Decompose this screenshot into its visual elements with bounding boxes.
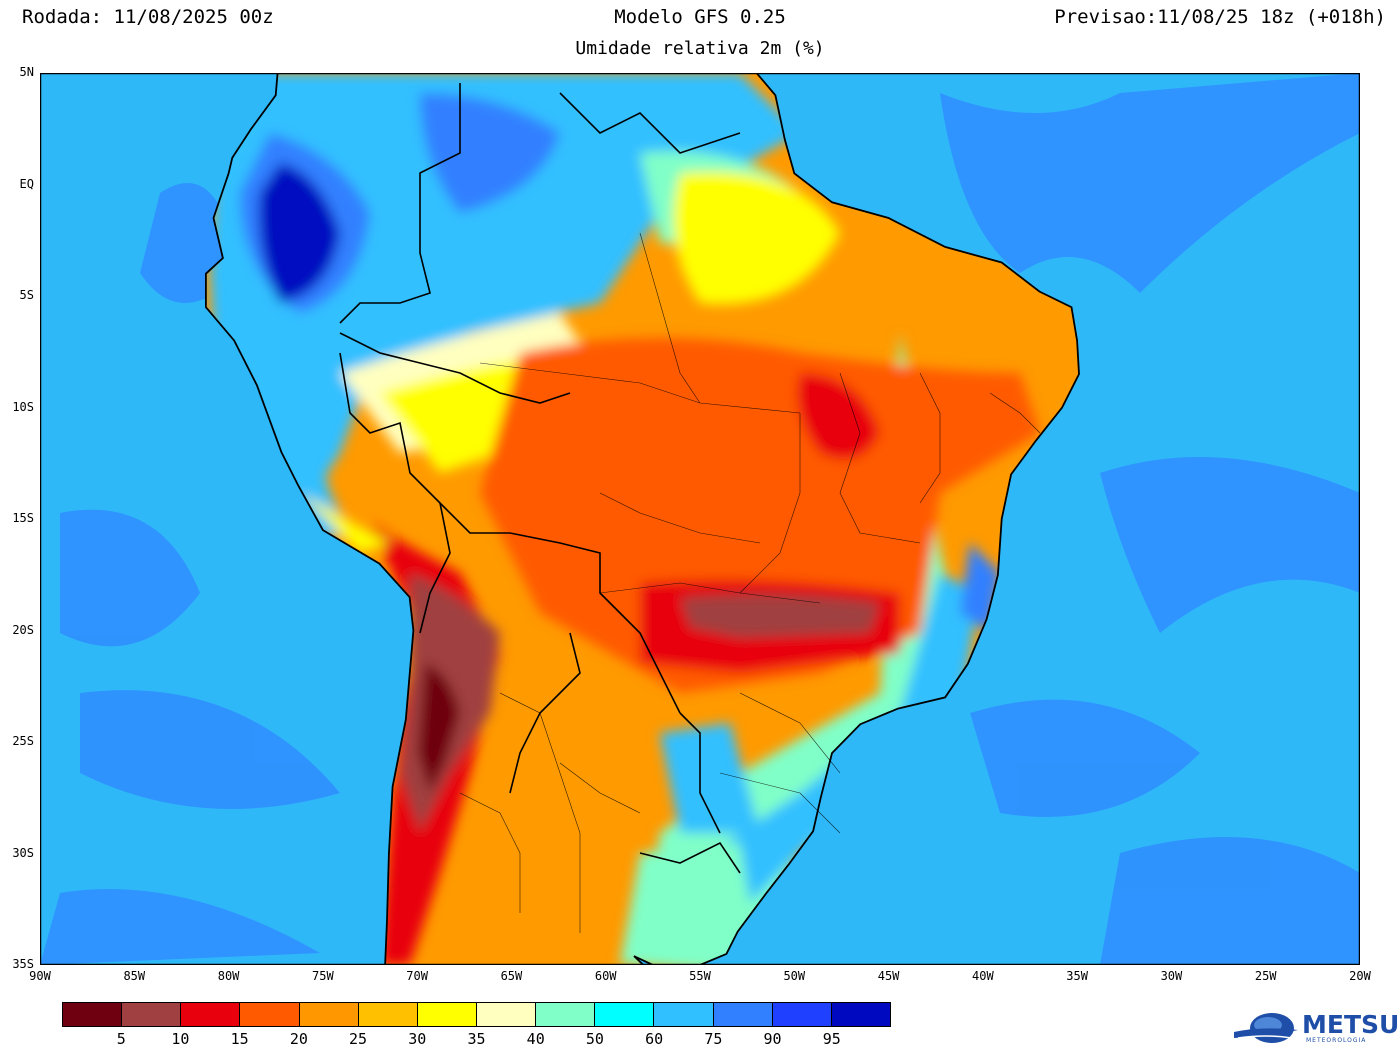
colorbar-tick-label: 60 <box>645 1030 664 1048</box>
longitude-label: 90W <box>29 969 51 983</box>
colorbar-tick-label: 15 <box>230 1030 249 1048</box>
colorbar-cell <box>63 1003 123 1026</box>
colorbar-cell <box>831 1003 890 1026</box>
longitude-label: 80W <box>217 969 240 983</box>
latitude-label: 35S <box>12 957 34 971</box>
country-borders <box>339 83 741 874</box>
humidity-fields <box>210 73 1040 965</box>
colorbar-tick-label: 40 <box>526 1030 545 1048</box>
colorbar-tick-label: 90 <box>763 1030 782 1048</box>
colorbar-tick-label: 95 <box>822 1030 841 1048</box>
latitude-label: 25S <box>12 734 34 748</box>
longitude-label: 20W <box>1349 969 1371 983</box>
longitude-label: 65W <box>500 969 523 983</box>
latitude-label: EQ <box>19 176 34 191</box>
humidity-map <box>40 73 1360 965</box>
longitude-label: 40W <box>972 969 994 983</box>
forecast-time-label: Previsao:11/08/25 18z (+018h) <box>1054 6 1386 28</box>
metsul-logo: METSUL METEOROLOGIA <box>1232 1008 1400 1048</box>
longitude-label: 60W <box>594 969 617 983</box>
longitude-label: 30W <box>1160 969 1183 983</box>
colorbar-cell <box>536 1003 596 1026</box>
colorbar-tick-label: 75 <box>704 1030 723 1048</box>
colorbar-cell <box>772 1003 832 1026</box>
variable-title: Umidade relativa 2m (%) <box>575 38 825 59</box>
colorbar-tick-label: 30 <box>408 1030 427 1048</box>
longitude-label: 75W <box>312 969 334 983</box>
latitude-label: 10S <box>12 399 34 414</box>
longitude-label: 85W <box>123 969 146 983</box>
colorbar-cell <box>417 1003 477 1026</box>
globe-icon <box>1234 1013 1298 1043</box>
colorbar-cell <box>358 1003 418 1026</box>
colorbar-cell <box>240 1003 300 1026</box>
coastline <box>205 73 1080 965</box>
colorbar-tick-label: 35 <box>467 1030 486 1048</box>
run-time-label: Rodada: 11/08/2025 00z <box>22 6 274 28</box>
colorbar <box>62 1002 891 1027</box>
ocean-patterns <box>40 73 1360 965</box>
longitude-label: 35W <box>1066 969 1088 983</box>
colorbar-tick-label: 20 <box>289 1030 308 1048</box>
longitude-label: 55W <box>689 969 711 983</box>
colorbar-cell <box>713 1003 773 1026</box>
latitude-label: 5N <box>19 65 34 79</box>
colorbar-cell <box>654 1003 714 1026</box>
longitude-label: 50W <box>783 969 806 983</box>
state-borders <box>459 232 1041 933</box>
colorbar-cell <box>595 1003 655 1026</box>
logo-name: METSUL <box>1302 1010 1400 1039</box>
colorbar-cell <box>299 1003 359 1026</box>
logo-tagline: METEOROLOGIA <box>1306 1037 1367 1044</box>
colorbar-cell <box>476 1003 537 1026</box>
longitude-label: 25W <box>1254 969 1277 983</box>
latitude-label: 5S <box>19 288 34 302</box>
longitude-label: 45W <box>877 969 900 983</box>
latitude-label: 20S <box>12 622 34 637</box>
latitude-label: 15S <box>12 511 34 525</box>
colorbar-cell <box>181 1003 241 1026</box>
colorbar-tick-label: 10 <box>171 1030 190 1048</box>
latitude-label: 30S <box>12 845 34 860</box>
longitude-label: 70W <box>406 969 428 983</box>
colorbar-tick-label: 5 <box>116 1030 126 1048</box>
colorbar-tick-label: 25 <box>349 1030 368 1048</box>
colorbar-tick-label: 50 <box>585 1030 604 1048</box>
map-border <box>40 73 1360 965</box>
colorbar-cell <box>122 1003 182 1026</box>
model-name-label: Modelo GFS 0.25 <box>614 6 786 28</box>
